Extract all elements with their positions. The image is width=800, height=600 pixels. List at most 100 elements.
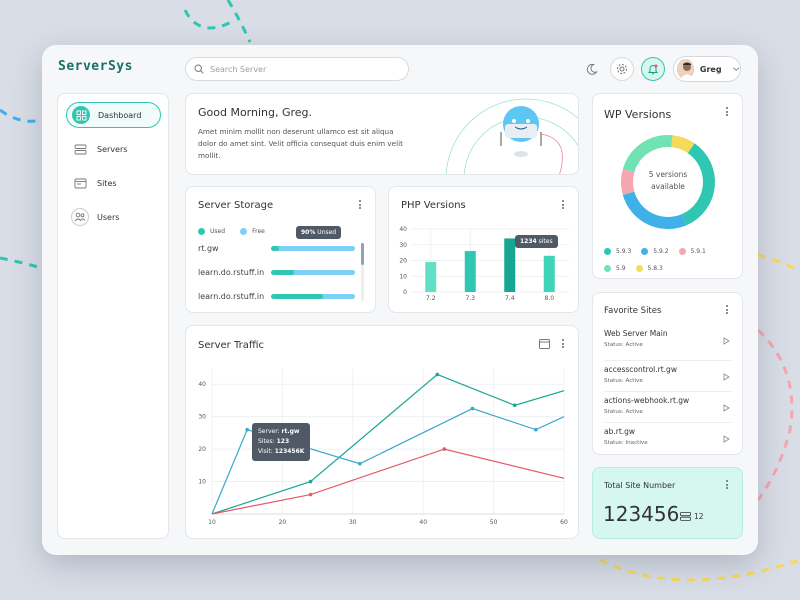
sidebar-item-sites[interactable]: Sites (66, 170, 161, 196)
donut-slice (622, 191, 687, 229)
x-tick-label: 40 (419, 519, 427, 526)
y-tick-label: 30 (198, 414, 206, 421)
php-bar-chart: 0 10 20 30 40 7.2 7.3 7.4 8.0 (399, 226, 569, 302)
traffic-tooltip: Server: rt.gw Sites: 123 Visit: 123456K (252, 423, 311, 461)
play-icon[interactable] (723, 373, 730, 381)
y-tick-label: 30 (399, 242, 407, 249)
favorite-site-item[interactable]: actions-webhook.rt.gw Status: Active (604, 391, 732, 421)
sidebar-item-servers[interactable]: Servers (66, 136, 161, 162)
server-icon (71, 140, 89, 158)
user-name: Greg (699, 64, 722, 74)
play-icon[interactable] (723, 435, 730, 443)
wp-versions-card: WP Versions 5 versions available 5.9.3 5.… (592, 93, 743, 279)
bar (425, 262, 437, 292)
php-versions-card: PHP Versions 0 10 20 30 40 7.2 7.3 7.4 8.0 1234 … (388, 186, 579, 313)
storage-bar-used (271, 293, 324, 299)
x-tick-label: 60 (560, 519, 568, 526)
server-traffic-card: Server Traffic 10 20 30 40 10 20 30 40 50 60 Serv… (185, 325, 579, 539)
total-sites-value: 123456 (603, 502, 680, 526)
play-icon[interactable] (723, 404, 730, 412)
settings-button[interactable] (610, 57, 634, 81)
user-menu[interactable]: Greg (673, 56, 741, 82)
legend-swatch (604, 265, 611, 272)
more-options-icon[interactable] (724, 107, 730, 116)
sidebar-item-users[interactable]: Users (66, 204, 161, 230)
sidebar-item-dashboard[interactable]: Dashboard (66, 102, 161, 128)
x-tick-label: 7.4 (505, 295, 515, 302)
legend-item: 5.9 (604, 261, 626, 276)
scrollbar-thumb[interactable] (361, 243, 364, 265)
dashboard-icon (72, 106, 90, 124)
storage-row: learn.do.rstuff.in (198, 266, 363, 278)
more-options-icon[interactable] (560, 200, 566, 209)
series-point (308, 492, 313, 497)
y-tick-label: 40 (198, 381, 206, 388)
wp-donut-center-text: 5 versions available (648, 170, 688, 191)
play-icon[interactable] (723, 337, 730, 345)
more-options-icon[interactable] (724, 480, 730, 489)
sidebar-item-label: Sites (97, 178, 117, 188)
donut-slice (621, 168, 635, 195)
y-tick-label: 10 (198, 479, 206, 486)
wp-donut-chart (621, 135, 715, 229)
donut-slice (681, 143, 715, 226)
x-tick-label: 20 (279, 519, 287, 526)
x-tick-label: 7.2 (426, 295, 436, 302)
greeting-text: Amet minim mollit non deserunt ullamco e… (198, 127, 403, 160)
legend-label: 5.9.1 (690, 248, 706, 255)
favorite-site-item[interactable]: accesscontrol.rt.gw Status: Active (604, 360, 732, 390)
storage-legend: Used Free (198, 220, 275, 239)
sites-icon (71, 174, 89, 192)
storage-row: rt.gw (198, 242, 363, 254)
scrollbar[interactable] (361, 243, 364, 301)
legend-used: Used (198, 228, 225, 235)
bar (464, 251, 476, 292)
favorite-site-item[interactable]: Web Server Main Status: Active (604, 329, 732, 359)
series-point (512, 403, 517, 408)
dark-mode-toggle[interactable] (579, 57, 603, 81)
more-options-icon[interactable] (560, 339, 566, 348)
series-point (470, 406, 475, 411)
legend-label: 5.9.3 (616, 248, 632, 255)
x-tick-label: 50 (490, 519, 498, 526)
app-window: ServerSys (42, 45, 758, 555)
total-sites-card: Total Site Number 123456 12 (592, 467, 743, 539)
favorite-site-item[interactable]: ab.rt.gw Status: Inactive (604, 422, 732, 452)
server-storage-title: Server Storage (198, 200, 274, 211)
x-tick-label: 8.0 (544, 295, 554, 302)
y-tick-label: 0 (403, 289, 407, 296)
legend-free: Free (240, 228, 265, 235)
more-options-icon[interactable] (724, 305, 730, 314)
x-tick-label: 7.3 (465, 295, 475, 302)
window-icon[interactable] (539, 339, 550, 349)
search-bar[interactable] (185, 57, 409, 81)
server-icon (680, 512, 691, 521)
sidebar-item-label: Dashboard (98, 110, 142, 120)
greeting-title: Good Morning, Greg. (198, 106, 313, 119)
server-traffic-title: Server Traffic (198, 340, 265, 351)
search-input[interactable] (210, 64, 390, 74)
search-icon (194, 64, 204, 74)
storage-bar-used (271, 245, 280, 251)
series-point (358, 461, 362, 466)
divider (604, 422, 732, 423)
app-logo: ServerSys (58, 59, 133, 74)
robot-illustration (445, 98, 578, 174)
more-options-icon[interactable] (357, 200, 363, 209)
series-line (211, 448, 565, 515)
notifications-button[interactable] (641, 57, 665, 81)
total-sites-sub-value: 12 (694, 512, 704, 521)
storage-tooltip: 90% Unsed (296, 226, 342, 239)
storage-row: learn.do.rstuff.in (198, 290, 363, 302)
divider (604, 360, 732, 361)
y-tick-label: 20 (198, 446, 206, 453)
favorite-sites-card: Favorite Sites Web Server Main Status: A… (592, 292, 743, 455)
series-line (211, 407, 565, 515)
series-point (245, 427, 249, 432)
bar (543, 255, 555, 292)
wp-versions-title: WP Versions (604, 108, 672, 121)
divider (604, 391, 732, 392)
series-point (534, 427, 538, 432)
legend-label: 5.9 (616, 265, 626, 272)
moon-icon (586, 63, 598, 75)
